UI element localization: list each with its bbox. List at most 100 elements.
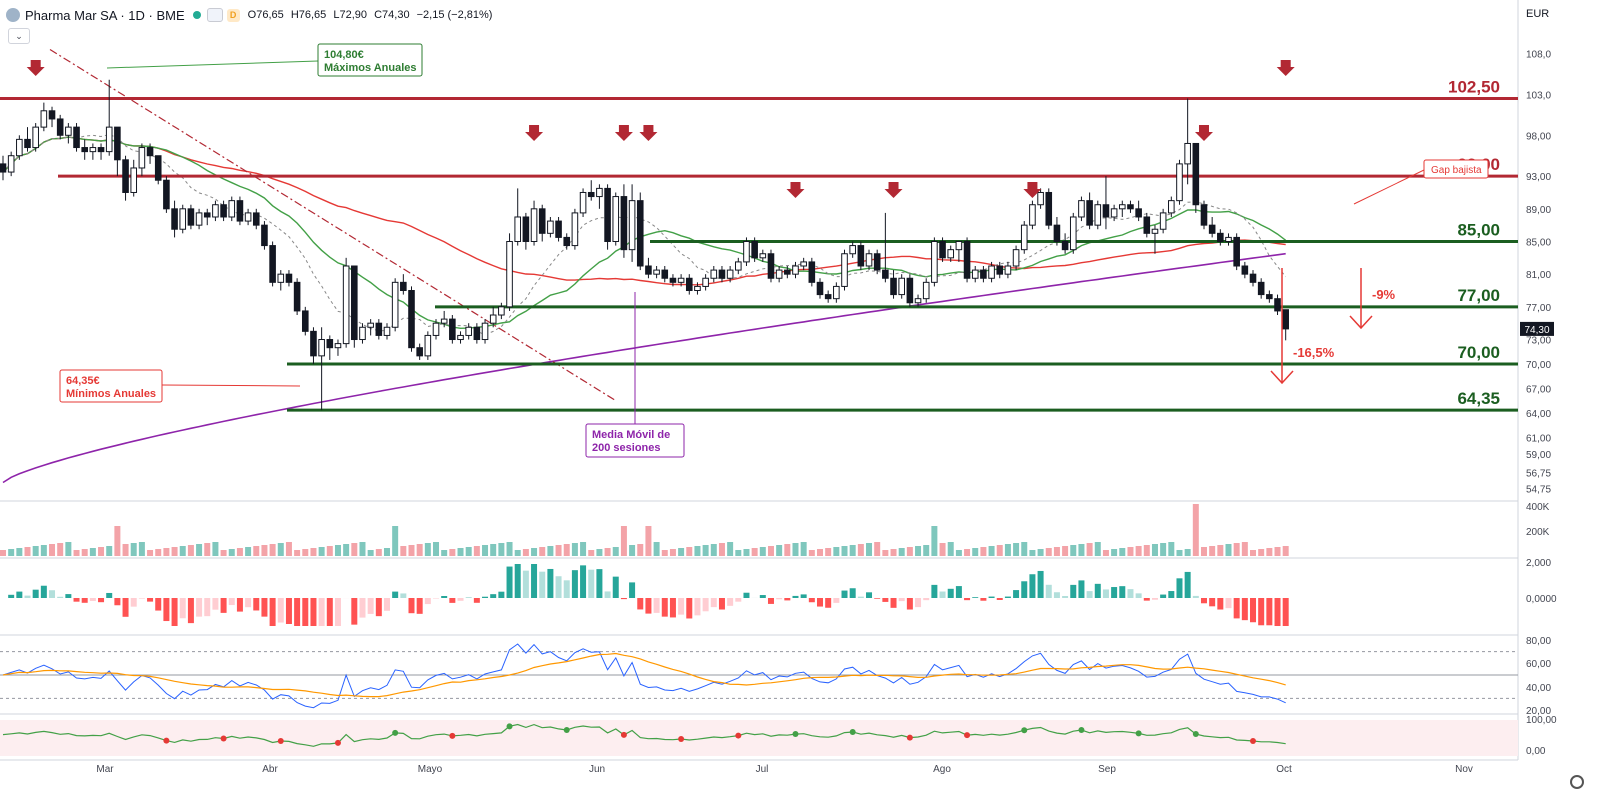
macd-bar (416, 598, 423, 614)
macd-bar (375, 598, 382, 617)
candle-body (24, 138, 31, 149)
macd-bar (857, 596, 864, 598)
macd-bar (661, 598, 668, 617)
volume-bar (408, 545, 415, 556)
volume-bar (964, 549, 971, 556)
volume-bar (457, 548, 464, 556)
volume-bar (261, 545, 268, 556)
macd-bar (555, 576, 562, 598)
candle-body (661, 269, 669, 279)
candle-body (7, 155, 15, 173)
volume-bar (130, 543, 137, 556)
macd-bar (1233, 598, 1240, 619)
candle-body (1094, 204, 1102, 226)
candle-body (971, 269, 979, 279)
candle-body (1102, 204, 1110, 218)
max-text: Máximos Anuales (324, 62, 417, 74)
macd-bar (629, 582, 636, 598)
macd-bar (588, 569, 595, 598)
candle-body (669, 277, 677, 283)
candle-body (710, 269, 718, 279)
macd-bar (261, 598, 268, 617)
candle-body (1208, 224, 1216, 234)
resistance-arrow-icon (639, 125, 658, 141)
candle-body (735, 261, 742, 271)
volume-bar (514, 550, 521, 556)
oscillator-signal-dot (449, 732, 456, 739)
macd-bar (784, 598, 791, 601)
rsi-line (2, 643, 1286, 709)
volume-bar (1070, 545, 1077, 556)
candle-body (865, 253, 873, 267)
volume-bar (1013, 543, 1020, 556)
macd-bar (947, 588, 954, 598)
candle-body (1061, 240, 1069, 251)
candle-body (1020, 224, 1028, 251)
candle-body (424, 334, 432, 357)
candle-body (285, 273, 293, 283)
ohlc-values: O76,65 H76,65 L72,90 C74,30 −2,15 (−2,81… (247, 9, 493, 21)
visibility-icon[interactable] (206, 8, 223, 22)
macd-bar (1184, 571, 1191, 598)
candle-body (988, 265, 995, 279)
candle-body (1184, 142, 1191, 165)
y-tick-label: 85,00 (1526, 237, 1551, 248)
candle-body (269, 245, 276, 283)
macd-bar (473, 598, 480, 603)
candle-body (179, 208, 187, 230)
collapse-legend-button[interactable]: ⌄ (8, 28, 30, 44)
volume-bar (351, 543, 358, 556)
x-tick-label: Oct (1276, 764, 1292, 775)
volume-bar (1111, 549, 1118, 556)
candle-body (677, 277, 685, 283)
volume-bar (857, 544, 864, 556)
volume-bar (310, 548, 317, 556)
candle-body (154, 155, 162, 181)
min-text: Mínimos Anuales (66, 388, 156, 400)
candle-body (212, 204, 219, 218)
macd-bar (392, 591, 399, 598)
volume-bar (220, 550, 227, 556)
candle-body (1192, 142, 1200, 206)
volume-bar (596, 549, 603, 556)
oscillator-signal-dot (506, 723, 513, 730)
candle-body (841, 253, 848, 287)
volume-bar (931, 526, 938, 556)
drop-arrow-2-head (1270, 370, 1294, 385)
y-tick-label: 67,00 (1526, 385, 1551, 396)
candle-body (824, 294, 832, 300)
candle-body (1176, 163, 1183, 202)
candle-body (465, 326, 472, 336)
volume-bar (212, 542, 219, 556)
macd-bar (32, 589, 39, 598)
currency-label[interactable]: EUR (1526, 8, 1550, 20)
volume-bar (163, 548, 170, 556)
symbol-title[interactable]: Pharma Mar SA · 1D · BME (25, 7, 185, 23)
settings-gear-icon[interactable] (1570, 775, 1584, 789)
chevron-down-icon: ⌄ (15, 30, 23, 41)
macd-bar (1013, 590, 1020, 598)
candle-body (555, 220, 562, 238)
volume-bar (1282, 546, 1289, 556)
macd-bar (988, 596, 995, 598)
macd-bar (65, 594, 72, 598)
candle-body (1118, 204, 1126, 210)
oscillator-signal-dot (964, 732, 971, 739)
volume-bar (147, 550, 154, 556)
candle-body (481, 322, 489, 341)
candle-body (947, 249, 955, 259)
macd-bar (24, 595, 31, 598)
x-tick-label: Nov (1455, 764, 1473, 775)
level-label: 102,50 (1448, 78, 1500, 97)
oscillator-signal-dot (392, 729, 399, 736)
candle-body (203, 212, 211, 218)
macd-bar (808, 598, 815, 603)
volume-bar (620, 526, 627, 556)
candle-body (171, 208, 178, 230)
volume-tick: 400K (1526, 502, 1550, 513)
candle-body (530, 208, 538, 242)
volume-bar (531, 548, 538, 556)
volume-bar (563, 544, 570, 556)
resistance-arrow-icon (525, 125, 544, 141)
